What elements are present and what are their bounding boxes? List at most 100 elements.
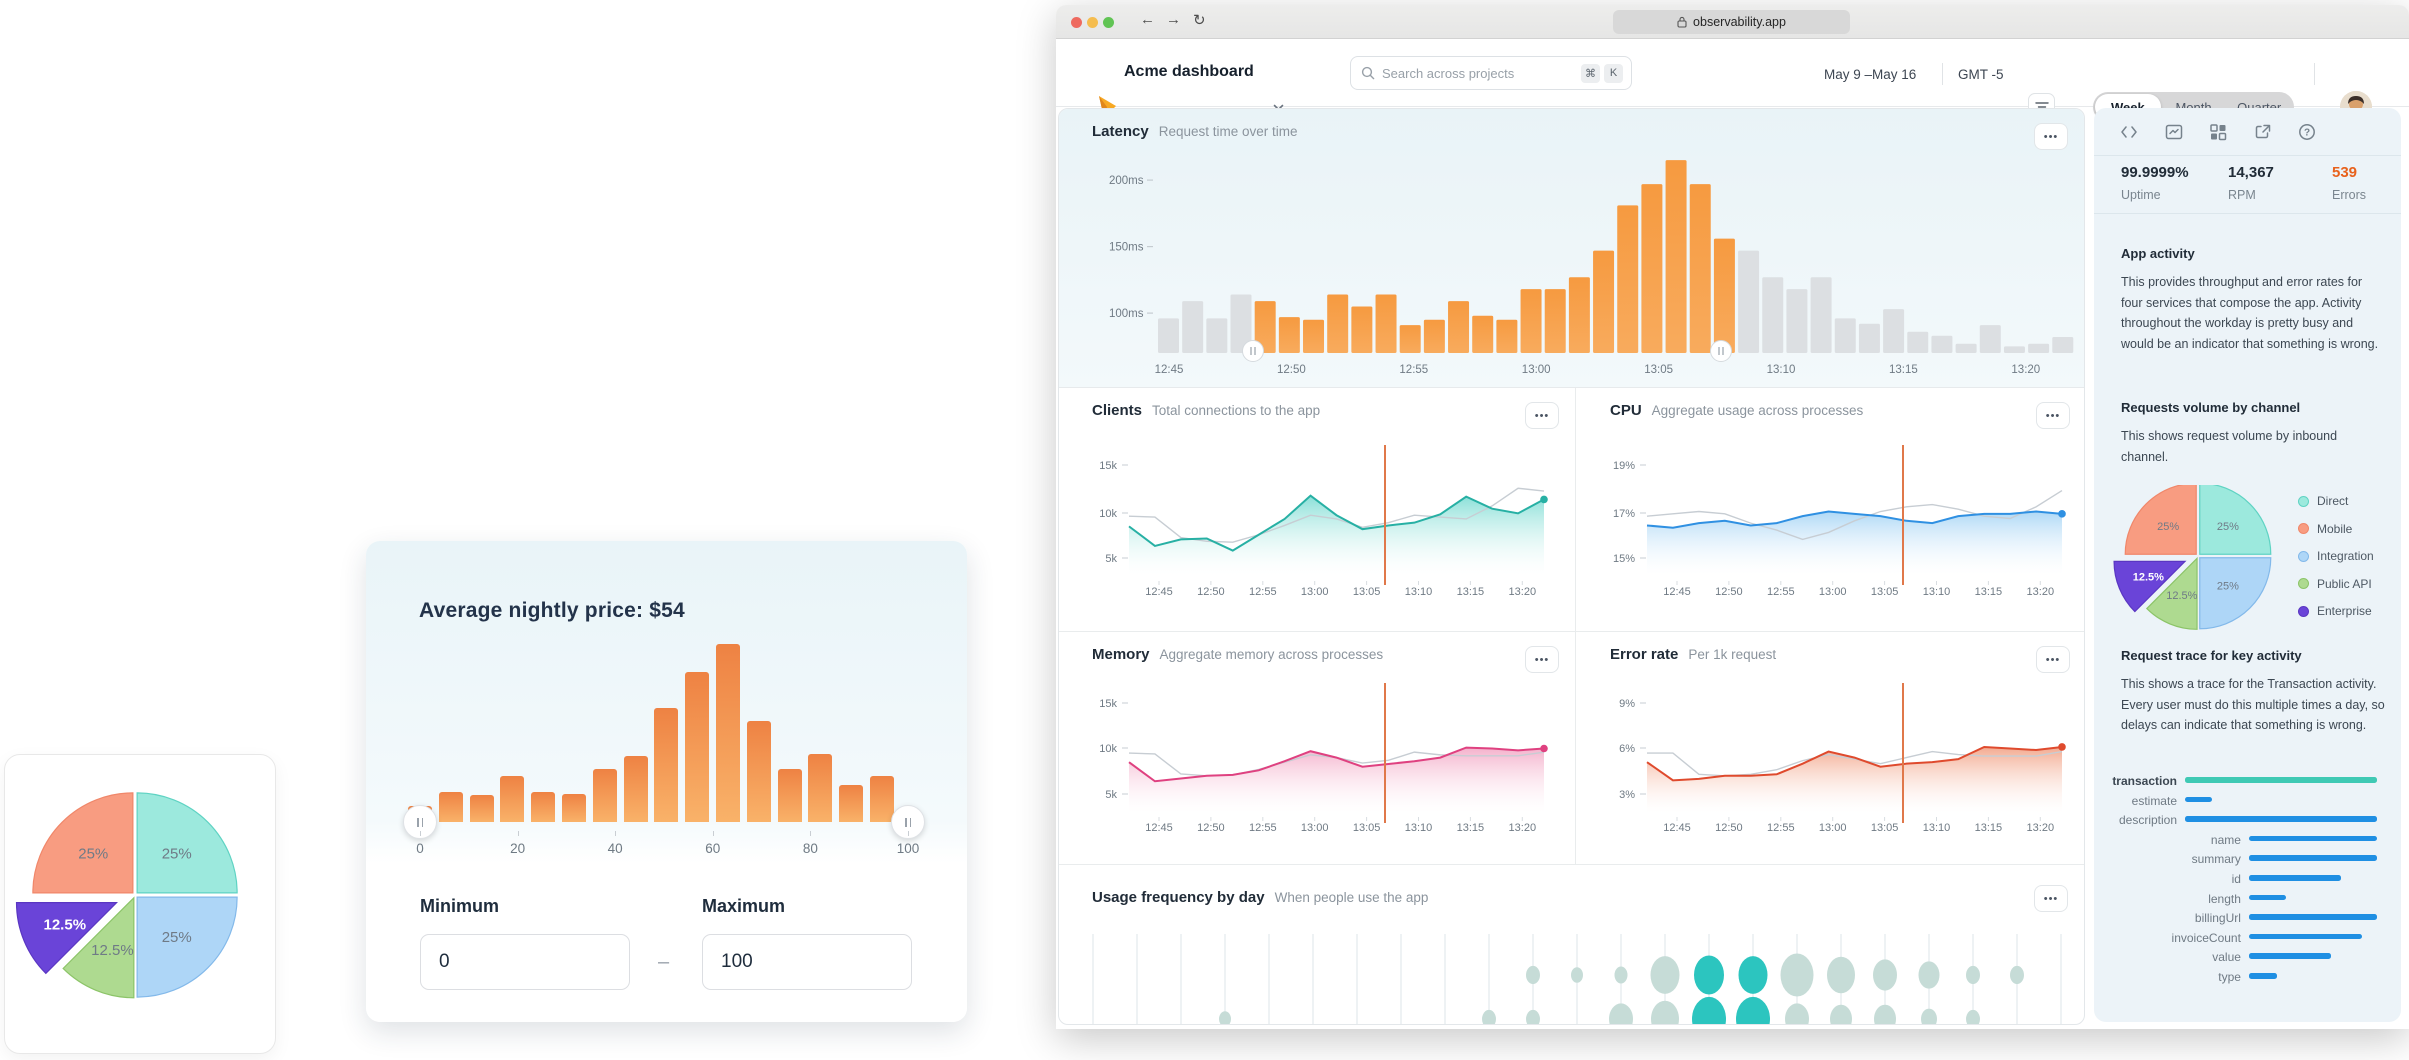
- price-card-title: Average nightly price: $54: [419, 599, 685, 622]
- latency-bar: [1713, 238, 1735, 353]
- app-title: Acme dashboard: [1124, 63, 1254, 80]
- export-icon[interactable]: [2253, 122, 2273, 142]
- latency-title: Latency: [1092, 123, 1149, 140]
- price-histogram: [366, 541, 967, 822]
- svg-text:12:45: 12:45: [1145, 822, 1173, 834]
- svg-text:13:00: 13:00: [1301, 586, 1329, 598]
- charts-row-1: Clients Total connections to the app •••…: [1059, 388, 2084, 631]
- kbd-cmd: ⌘: [1581, 63, 1600, 83]
- kbd-k: K: [1604, 63, 1623, 83]
- svg-text:13:20: 13:20: [2027, 822, 2055, 834]
- app-activity-body: This provides throughput and error rates…: [2121, 275, 2379, 351]
- usage-bubble: [1874, 1004, 1896, 1024]
- usage-subtitle: When people use the app: [1274, 890, 1429, 905]
- cpu-menu-button[interactable]: •••: [2036, 402, 2070, 429]
- error-rate-chart: 3% 6% 9% 12:45 12:50 12:55 13:00 13:05 13:10 13:1…: [1619, 683, 2066, 834]
- code-icon[interactable]: [2119, 122, 2139, 142]
- latency-menu-button[interactable]: •••: [2034, 123, 2068, 150]
- back-button[interactable]: ←: [1140, 11, 1155, 28]
- legend-label: Mobile: [2317, 521, 2353, 536]
- latency-bar: [1931, 335, 1953, 353]
- search-input[interactable]: [1382, 65, 1577, 81]
- clients-menu-button[interactable]: •••: [1525, 402, 1559, 429]
- error-rate-menu-button[interactable]: •••: [2036, 646, 2070, 673]
- axis-label: 80: [802, 841, 818, 856]
- latency-range-handle[interactable]: [1242, 340, 1264, 362]
- screen: { "browser": { "url": "observability.app…: [4, 5, 2409, 1054]
- app-activity-heading: App activity: [2121, 246, 2195, 261]
- usage-bubble: [1614, 966, 1628, 984]
- pie-slice-label: 25%: [2157, 521, 2179, 533]
- latency-bar: [1399, 325, 1421, 353]
- trace-bar: [2248, 835, 2377, 842]
- reload-button[interactable]: ↻: [1193, 12, 1206, 29]
- address-bar[interactable]: observability.app: [1613, 10, 1850, 34]
- latency-range-handle[interactable]: [1710, 340, 1732, 362]
- price-bar: [623, 756, 648, 822]
- svg-text:13:05: 13:05: [1353, 586, 1381, 598]
- latency-bar: [1617, 205, 1639, 353]
- svg-text:12:50: 12:50: [1715, 586, 1743, 598]
- latency-bar: [1738, 250, 1760, 353]
- maximum-label: Maximum: [702, 896, 786, 916]
- help-icon[interactable]: ?: [2297, 122, 2317, 142]
- svg-text:13:10: 13:10: [1405, 586, 1433, 598]
- stat-rpm-value: 14,367: [2228, 164, 2274, 181]
- usage-bubble: [1785, 1003, 1809, 1024]
- minimum-label: Minimum: [420, 896, 499, 916]
- stat-errors-value: 539: [2332, 164, 2358, 181]
- trace-bar: [2185, 816, 2377, 822]
- pie-slice-label: 25%: [78, 846, 108, 863]
- trace-bar: [2248, 914, 2377, 920]
- minimize-window-button[interactable]: [1087, 16, 1098, 28]
- legend-dot: [2298, 578, 2309, 589]
- chart-icon[interactable]: [2164, 122, 2184, 142]
- insights-sidebar: ? 99.9999% Uptime 14,367 RPM 539 Errors …: [2094, 108, 2401, 1022]
- usage-bubble: [1692, 996, 1726, 1024]
- timezone[interactable]: GMT -5: [1958, 67, 2004, 82]
- svg-text:15%: 15%: [1613, 553, 1635, 565]
- search-box[interactable]: ⌘ K: [1350, 56, 1632, 90]
- price-bar: [500, 776, 525, 822]
- usage-bubble: [1738, 956, 1768, 994]
- memory-title: Memory: [1092, 646, 1150, 663]
- zoom-window-button[interactable]: [1103, 16, 1114, 28]
- trace-row-transaction: transaction: [2094, 774, 2401, 788]
- memory-chart: 5k 10k 15k 12:45 12:50 12:55 13:00 13:05 13:10 13…: [1099, 683, 1548, 834]
- axis-tick: [615, 831, 617, 836]
- latency-chart: 200ms 150ms 100ms 12:45 12:50 12:55 13:00 13:05…: [1109, 160, 2074, 376]
- svg-text:10k: 10k: [1099, 743, 1117, 755]
- maximum-input[interactable]: [702, 934, 912, 990]
- pie-slice-enterprise: [15, 902, 118, 975]
- latency-subtitle: Request time over time: [1158, 124, 1298, 139]
- price-bar: [716, 644, 740, 822]
- close-window-button[interactable]: [1071, 16, 1082, 28]
- stat-errors-label: Errors: [2332, 188, 2367, 202]
- clients-chart: 5k 10k 15k 12:45 12:50 12:55 13:00 13:05 13:10 13…: [1099, 445, 1548, 598]
- pie-slice-label: 12.5%: [2133, 571, 2164, 583]
- price-bar: [746, 721, 771, 822]
- latency-bar: [1955, 343, 1977, 353]
- latency-bar: [1979, 325, 2001, 353]
- usage-menu-button[interactable]: •••: [2034, 885, 2068, 912]
- error-rate-subtitle: Per 1k request: [1688, 647, 1777, 662]
- svg-text:13:20: 13:20: [2027, 586, 2055, 598]
- svg-text:13:05: 13:05: [1353, 822, 1381, 834]
- trace-label: estimate: [2131, 793, 2177, 808]
- svg-text:13:15: 13:15: [1889, 364, 1918, 376]
- svg-text:5k: 5k: [1105, 789, 1117, 801]
- grid-icon[interactable]: [2208, 122, 2228, 142]
- clients-panel: Clients Total connections to the app •••…: [1059, 388, 1576, 631]
- latency-bar: [2003, 346, 2025, 353]
- date-range[interactable]: May 9 –May 16: [1824, 67, 1917, 82]
- request-trace-heading: Request trace for key activity: [2121, 648, 2302, 663]
- legend-item-public-api: Public API: [2298, 577, 2372, 591]
- axis-label: 60: [705, 841, 721, 856]
- latency-bar: [1496, 319, 1518, 353]
- trace-label: description: [2118, 813, 2177, 828]
- error-rate-panel: Error rate Per 1k request ••• 3% 6% 9% 12:4…: [1577, 632, 2084, 864]
- forward-button[interactable]: →: [1166, 11, 1181, 28]
- minimum-input[interactable]: [420, 934, 630, 990]
- latency-bar: [1689, 184, 1711, 353]
- memory-menu-button[interactable]: •••: [1525, 646, 1559, 673]
